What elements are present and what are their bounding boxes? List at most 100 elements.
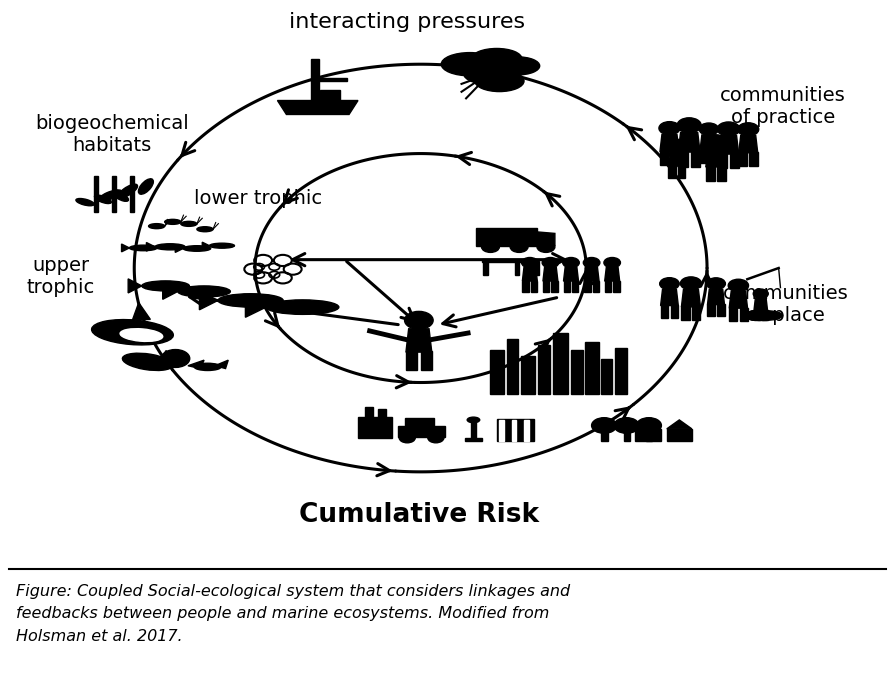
Ellipse shape [494,57,539,75]
Polygon shape [128,279,141,293]
Ellipse shape [130,245,156,251]
Polygon shape [729,292,746,309]
Bar [709,151,717,163]
Bar [358,417,392,438]
Bar [729,154,738,168]
Bar [465,438,481,441]
Bar [537,345,550,394]
Ellipse shape [463,63,517,84]
Bar [570,350,582,394]
Circle shape [613,417,638,433]
Polygon shape [699,135,717,151]
Bar [678,151,687,168]
Bar [130,176,134,212]
Bar [623,429,629,441]
Bar [729,308,737,321]
Polygon shape [199,291,218,310]
Bar [690,151,699,168]
Circle shape [704,135,727,149]
Ellipse shape [76,198,94,206]
Bar [635,429,660,441]
Circle shape [677,118,700,133]
Ellipse shape [120,329,163,341]
Ellipse shape [441,52,498,76]
Ellipse shape [113,192,129,201]
Circle shape [659,278,679,290]
Bar [748,152,757,166]
Polygon shape [122,244,130,252]
Ellipse shape [91,320,173,345]
Ellipse shape [122,353,173,371]
Polygon shape [738,135,757,153]
Bar [584,281,590,292]
Bar [522,281,528,292]
Circle shape [161,350,190,367]
Ellipse shape [164,219,181,224]
Bar [753,310,759,320]
Bar [705,166,714,181]
Polygon shape [543,267,557,281]
Ellipse shape [467,417,479,423]
Bar [405,418,434,427]
Bar [406,352,417,370]
Bar [511,420,516,441]
Bar [592,281,598,292]
Ellipse shape [155,244,185,250]
Bar [398,426,444,437]
Bar [320,91,340,101]
Circle shape [636,417,661,433]
Polygon shape [604,267,619,281]
Bar [563,281,569,292]
Ellipse shape [197,227,213,232]
Text: communities
of practice: communities of practice [720,86,845,126]
Bar [601,359,611,394]
Polygon shape [202,242,209,249]
Circle shape [591,417,616,433]
Circle shape [536,242,554,253]
Text: lower trophic: lower trophic [193,188,322,208]
Polygon shape [277,101,358,114]
Polygon shape [705,149,725,167]
Bar [659,151,668,165]
Bar [534,261,538,275]
Bar [716,166,725,181]
Ellipse shape [474,70,524,91]
Circle shape [481,242,499,253]
Bar [680,306,689,320]
Ellipse shape [141,281,190,291]
Bar [660,305,668,318]
Text: biogeochemical
habitats: biogeochemical habitats [35,114,189,154]
Bar [377,409,385,419]
Bar [490,350,503,394]
Polygon shape [680,290,700,307]
Polygon shape [584,267,598,281]
Circle shape [603,258,620,268]
Bar [604,281,611,292]
Polygon shape [635,420,660,429]
Bar [670,151,679,165]
Bar [716,304,724,316]
Bar [614,348,627,394]
Bar [476,228,536,246]
Polygon shape [175,244,183,253]
Circle shape [404,311,433,329]
Text: upper
trophic: upper trophic [27,256,95,297]
Ellipse shape [194,363,221,371]
Bar [420,352,431,370]
Polygon shape [245,297,266,318]
Polygon shape [718,135,738,154]
Ellipse shape [118,184,138,198]
Polygon shape [406,329,431,352]
Bar [520,356,535,394]
Bar [94,176,98,212]
Bar [738,152,746,166]
Ellipse shape [139,179,153,194]
Circle shape [737,123,758,136]
Polygon shape [163,283,178,299]
Circle shape [706,278,725,290]
Text: communities
of place: communities of place [722,284,848,325]
Polygon shape [215,360,228,369]
Bar [691,306,700,320]
Bar [365,406,373,419]
Bar [551,281,557,292]
